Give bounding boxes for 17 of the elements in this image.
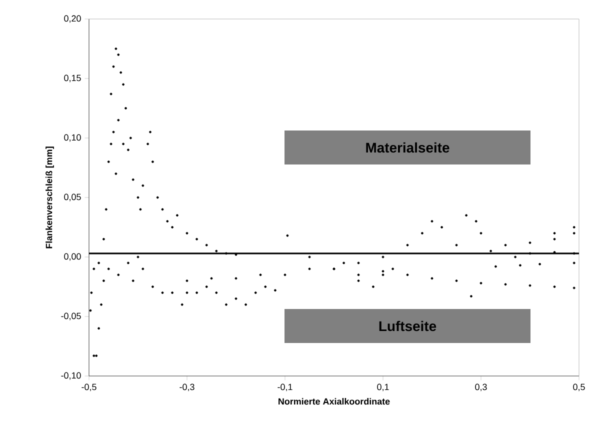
y-tick-label: 0,15: [64, 74, 81, 82]
x-tick-label: -0,3: [180, 384, 194, 392]
y-tick-label: 0,00: [64, 253, 81, 261]
y-tick-label: 0,05: [64, 194, 81, 202]
y-tick-label: 0,20: [64, 15, 81, 23]
y-tick-label: 0,10: [64, 134, 81, 142]
x-tick-label: 0,3: [475, 384, 487, 392]
x-tick-label: 0,5: [573, 384, 585, 392]
y-axis-title: Flankenverschleiß [mm]: [46, 146, 54, 248]
x-tick-label: -0,5: [82, 384, 96, 392]
y-tick-label: -0,10: [61, 372, 81, 380]
x-tick-label: -0,1: [278, 384, 292, 392]
annotation: Materialseite: [366, 142, 450, 153]
y-tick-label: -0,05: [61, 312, 81, 320]
x-axis-title: Normierte Axialkoordinate: [278, 398, 390, 405]
annotation: Luftseite: [379, 320, 436, 332]
x-tick-label: 0,1: [377, 384, 389, 392]
